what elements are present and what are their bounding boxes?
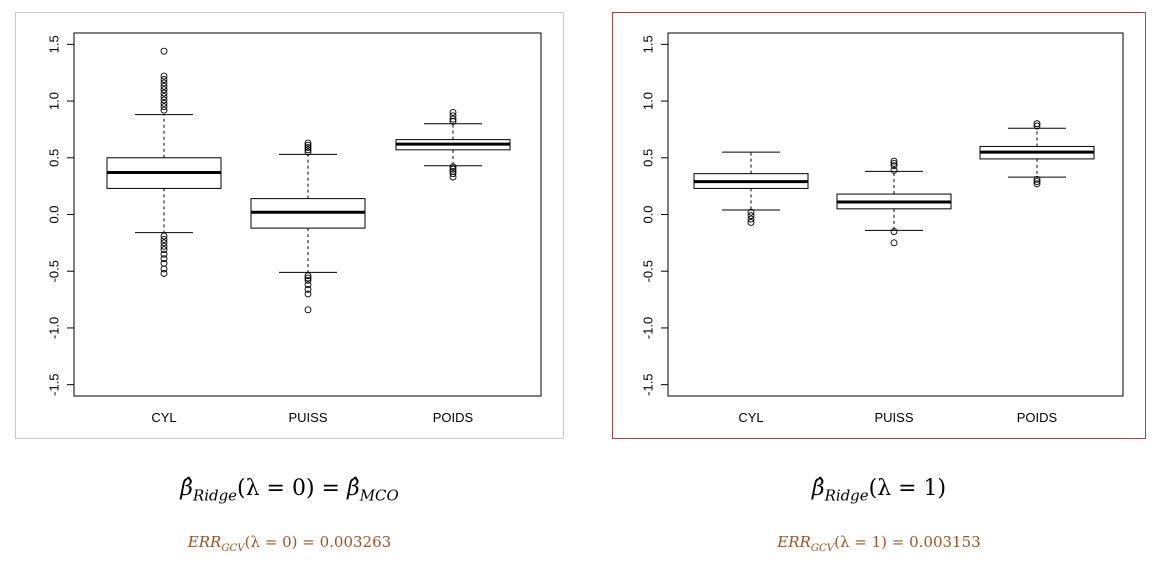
outlier-point bbox=[304, 276, 312, 284]
outlier-point bbox=[160, 232, 168, 240]
outlier-point bbox=[304, 285, 312, 293]
box-cyl bbox=[693, 151, 809, 226]
outlier-point bbox=[160, 89, 168, 97]
outlier-point bbox=[160, 246, 168, 254]
outlier-point bbox=[160, 82, 168, 90]
outlier-point bbox=[304, 146, 312, 154]
outlier-point bbox=[304, 290, 312, 298]
outlier-point bbox=[160, 270, 168, 277]
outlier-point bbox=[1033, 180, 1041, 188]
outlier-point bbox=[1033, 178, 1041, 186]
x-category-label: CYL bbox=[151, 410, 176, 425]
outlier-point bbox=[449, 173, 457, 181]
x-category-label: PUISS bbox=[288, 410, 327, 425]
y-tick-label: 0.0 bbox=[47, 205, 62, 223]
y-tick-label: 1.0 bbox=[47, 92, 62, 110]
y-tick-label: -0.5 bbox=[641, 260, 656, 282]
outlier-point bbox=[160, 236, 168, 243]
formula-ridge-lambda0: β̂Ridge(λ = 0) = β̂MCO bbox=[180, 476, 399, 505]
outlier-point bbox=[304, 281, 312, 289]
boxplot-chart-right: 1.5 1.0 0.5 0.0 -0.5 -1.0 -1.5 CYL PUISS POIDS bbox=[641, 32, 1124, 425]
outlier-point bbox=[304, 148, 312, 156]
y-tick-label: 0.0 bbox=[641, 205, 656, 223]
box-cyl bbox=[106, 47, 222, 277]
formula-ridge-lambda1: β̂Ridge(λ = 1) bbox=[811, 476, 947, 505]
outlier-point bbox=[449, 108, 457, 116]
outlier-point bbox=[449, 115, 457, 123]
y-tick-label: -0.5 bbox=[47, 260, 62, 282]
y-tick-label: -1.5 bbox=[641, 373, 656, 395]
outlier-point bbox=[160, 250, 168, 258]
boxplot-panel-right: 1.5 1.0 0.5 0.0 -0.5 -1.0 -1.5 CYL PUISS POIDS bbox=[612, 12, 1146, 439]
y-tick-label: 0.5 bbox=[641, 149, 656, 167]
y-tick-label: -1.5 bbox=[47, 373, 62, 395]
boxplot-panel-left: 1.5 1.0 0.5 0.0 -0.5 -1.0 -1.5 CYL PUISS POIDS bbox=[15, 12, 564, 439]
outlier-point bbox=[1033, 120, 1041, 128]
y-tick-label: 1.0 bbox=[641, 92, 656, 110]
outlier-point bbox=[160, 242, 168, 250]
outlier-point bbox=[160, 99, 168, 107]
outlier-point bbox=[890, 239, 898, 247]
y-tick-label: 0.5 bbox=[47, 149, 62, 167]
plot-frame bbox=[667, 32, 1124, 397]
outlier-point bbox=[1033, 122, 1041, 130]
outlier-point bbox=[890, 162, 898, 170]
outlier-point bbox=[890, 228, 898, 235]
outlier-point bbox=[304, 272, 312, 280]
outlier-point bbox=[160, 103, 168, 111]
outlier-point bbox=[890, 157, 898, 165]
x-category-label: PUISS bbox=[874, 410, 913, 425]
outlier-point bbox=[1033, 175, 1041, 183]
y-tick-label: 1.5 bbox=[641, 35, 656, 53]
outlier-point bbox=[304, 141, 312, 149]
outlier-point bbox=[160, 106, 168, 114]
outlier-point bbox=[449, 163, 457, 171]
outlier-point bbox=[160, 239, 168, 247]
outlier-point bbox=[747, 218, 755, 226]
err-gcv-lambda1: ERRGCV(λ = 1) = 0.003153 bbox=[777, 533, 981, 554]
outlier-point bbox=[747, 215, 755, 223]
outlier-point bbox=[304, 306, 312, 314]
outlier-point bbox=[160, 265, 168, 273]
outlier-point bbox=[160, 259, 168, 267]
outlier-point bbox=[160, 72, 168, 80]
boxplot-chart-left: 1.5 1.0 0.5 0.0 -0.5 -1.0 -1.5 CYL PUISS POIDS bbox=[47, 32, 542, 425]
outlier-point bbox=[160, 76, 168, 83]
outlier-point bbox=[747, 212, 755, 220]
y-tick-label: -1.0 bbox=[641, 317, 656, 339]
outlier-point bbox=[449, 165, 457, 173]
outlier-point bbox=[449, 118, 457, 125]
outlier-point bbox=[160, 96, 168, 104]
x-category-label: POIDS bbox=[433, 410, 474, 425]
x-category-label: POIDS bbox=[1017, 410, 1058, 425]
err-gcv-lambda0: ERRGCV(λ = 0) = 0.003263 bbox=[187, 533, 392, 554]
outlier-point bbox=[160, 255, 168, 263]
box-puiss bbox=[836, 157, 952, 247]
y-tick-label: 1.5 bbox=[47, 35, 62, 53]
outlier-point bbox=[160, 47, 168, 55]
outlier-point bbox=[304, 144, 312, 152]
outlier-point bbox=[160, 93, 168, 100]
box-poids bbox=[979, 120, 1095, 188]
outlier-point bbox=[890, 160, 898, 167]
outlier-point bbox=[304, 139, 312, 147]
box-puiss bbox=[250, 139, 366, 314]
box-poids bbox=[395, 108, 511, 181]
x-category-label: CYL bbox=[738, 410, 763, 425]
outlier-point bbox=[160, 86, 168, 94]
y-tick-label: -1.0 bbox=[47, 317, 62, 339]
outlier-point bbox=[304, 274, 312, 282]
outlier-point bbox=[160, 79, 168, 87]
outlier-point bbox=[449, 170, 457, 178]
outlier-point bbox=[747, 208, 755, 216]
outlier-point bbox=[890, 166, 898, 174]
